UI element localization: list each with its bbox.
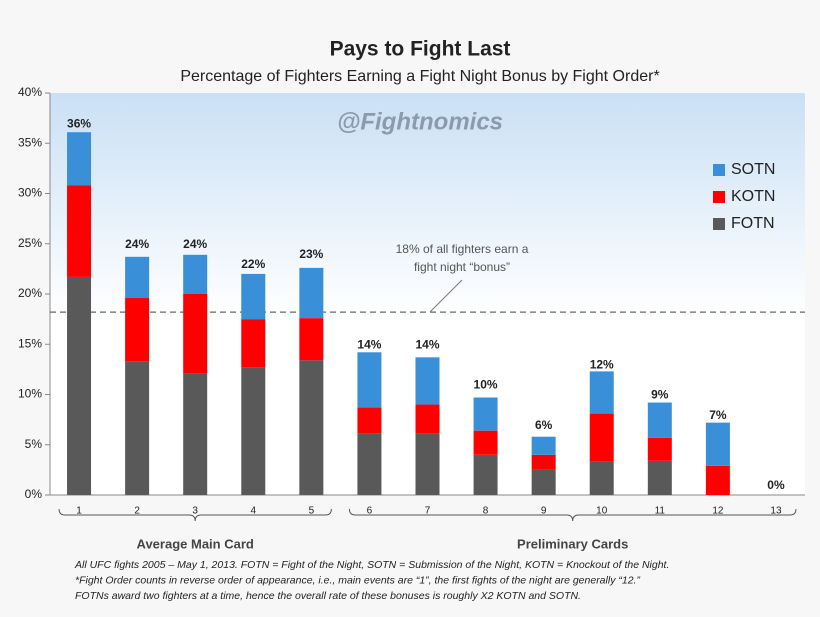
x-tick-label: 9	[541, 506, 547, 517]
x-tick-label: 3	[192, 506, 198, 517]
x-tick-label: 12	[712, 506, 724, 517]
x-tick-label: 13	[770, 506, 782, 517]
reference-label: fight night “bonus”	[414, 260, 510, 274]
group-bracket	[58, 508, 332, 522]
bar-segment	[705, 465, 730, 495]
bar-segment	[415, 404, 440, 434]
bar-segment	[473, 430, 498, 455]
legend-label: FOTN	[731, 215, 775, 232]
x-tick-label: 11	[655, 506, 666, 517]
bar-segment	[67, 276, 92, 495]
x-tick-label: 7	[425, 506, 431, 517]
total-label: 7%	[709, 408, 727, 422]
bar-segment	[357, 433, 382, 495]
total-label: 0%	[767, 478, 785, 492]
bar-segment	[531, 436, 556, 455]
y-tick-label: 30%	[18, 186, 42, 200]
total-label: 6%	[535, 418, 553, 432]
chart-title: Pays to Fight Last	[330, 38, 511, 61]
bar-segment	[589, 461, 614, 495]
x-tick-label: 1	[76, 506, 82, 517]
bar-segment	[473, 397, 498, 431]
x-tick-label: 10	[596, 506, 608, 517]
total-label: 24%	[125, 237, 149, 251]
bar-segment	[299, 360, 324, 495]
bar-segment	[67, 185, 92, 277]
chart-subtitle: Percentage of Fighters Earning a Fight N…	[180, 68, 659, 85]
bar-segment	[241, 367, 266, 495]
total-label: 14%	[357, 337, 381, 351]
footnote: FOTNs award two fighters at a time, henc…	[75, 590, 581, 602]
bar-segment	[67, 132, 92, 186]
y-tick-label: 40%	[18, 85, 42, 99]
total-label: 24%	[183, 237, 207, 251]
bar-segment	[241, 319, 266, 368]
y-tick-label: 10%	[18, 387, 42, 401]
y-tick-label: 0%	[25, 487, 43, 501]
bar-segment	[705, 422, 730, 466]
legend-label: KOTN	[731, 188, 775, 205]
y-tick-label: 35%	[18, 135, 42, 149]
x-tick-label: 5	[309, 506, 315, 517]
bar-segment	[299, 267, 324, 319]
total-label: 12%	[590, 358, 614, 372]
bar-segment	[647, 437, 672, 461]
legend-swatch	[713, 191, 725, 203]
y-tick-label: 25%	[18, 236, 42, 250]
bar-segment	[299, 318, 324, 361]
bar-segment	[647, 402, 672, 438]
y-tick-label: 20%	[18, 286, 42, 300]
total-label: 10%	[474, 378, 498, 392]
bar-segment	[473, 454, 498, 495]
bar-segment	[183, 373, 208, 495]
bar-segment	[125, 256, 150, 299]
total-label: 9%	[651, 388, 669, 402]
legend-label: SOTN	[731, 161, 775, 178]
footnote: All UFC fights 2005 – May 1, 2013. FOTN …	[74, 559, 669, 571]
y-tick-label: 5%	[25, 437, 43, 451]
group-label: Average Main Card	[137, 536, 254, 551]
bar-segment	[415, 433, 440, 495]
bar-segment	[125, 361, 150, 495]
x-tick-label: 8	[483, 506, 489, 517]
bar-segment	[531, 469, 556, 495]
legend-swatch	[713, 218, 725, 230]
x-tick-label: 4	[250, 506, 256, 517]
bar-segment	[183, 254, 208, 294]
bar-segment	[183, 294, 208, 374]
group-bracket	[348, 508, 797, 522]
total-label: 22%	[241, 257, 265, 271]
total-label: 36%	[67, 116, 91, 130]
bar-segment	[647, 460, 672, 495]
reference-label: 18% of all fighters earn a	[396, 242, 529, 256]
bar-segment	[415, 357, 440, 405]
total-label: 14%	[415, 337, 439, 351]
total-label: 23%	[299, 247, 323, 261]
bar-segment	[125, 298, 150, 362]
annotation-pointer	[429, 279, 463, 313]
bar-segment	[357, 407, 382, 434]
bar-segment	[531, 454, 556, 470]
bar-segment	[589, 371, 614, 414]
y-tick-label: 15%	[18, 336, 42, 350]
group-label: Preliminary Cards	[517, 536, 628, 551]
x-tick-label: 2	[134, 506, 140, 517]
legend-swatch	[713, 164, 725, 176]
bar-segment	[589, 413, 614, 462]
watermark: @Fightnomics	[337, 108, 503, 135]
bar-segment	[357, 352, 382, 408]
footnote: *Fight Order counts in reverse order of …	[75, 574, 640, 586]
x-tick-label: 6	[367, 506, 373, 517]
bar-segment	[241, 273, 266, 320]
